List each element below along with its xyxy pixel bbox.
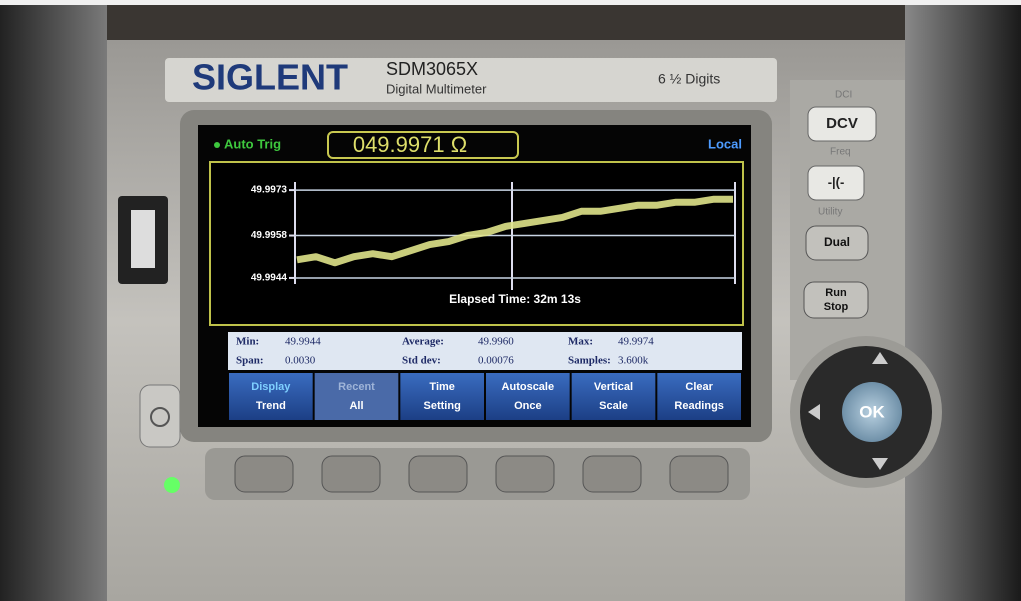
stat-value: 49.9960	[478, 336, 514, 348]
y-tick-label: 49.9944	[251, 273, 288, 284]
softkey-label: Clear	[685, 381, 713, 393]
stat-value: 49.9944	[285, 336, 321, 348]
stat-value: 0.00076	[478, 355, 514, 367]
softkey-label: Trend	[256, 400, 286, 412]
softkey-label: Autoscale	[502, 381, 555, 393]
description: Digital Multimeter	[386, 81, 487, 96]
trig-dot	[214, 142, 220, 148]
hard-key[interactable]	[583, 456, 641, 492]
power-button[interactable]	[140, 385, 180, 447]
trigger: Auto Trig	[224, 136, 281, 151]
softkey-label: Setting	[424, 400, 461, 412]
softkey-label: Time	[429, 381, 454, 393]
softkey-label: Once	[514, 400, 542, 412]
softkey-label: All	[349, 400, 363, 412]
dcv-label: DCV	[826, 115, 858, 132]
softkey-label: Recent	[338, 381, 375, 393]
model: SDM3065X	[386, 59, 478, 79]
utility-label: Utility	[818, 207, 842, 218]
resolution: 6 ½ Digits	[658, 71, 720, 87]
cap-icon: -|(-	[828, 174, 845, 189]
usb-slot	[131, 210, 155, 268]
hard-key[interactable]	[235, 456, 293, 492]
softkey-label: Display	[251, 381, 291, 393]
power-led	[164, 477, 180, 493]
stat-label: Average:	[402, 336, 444, 348]
right-border	[905, 5, 1021, 601]
stat-label: Max:	[568, 336, 593, 348]
freq-label: Freq	[830, 147, 851, 158]
stat-label: Span:	[236, 355, 264, 367]
y-tick-label: 49.9973	[251, 185, 288, 196]
stat-label: Samples:	[568, 355, 611, 367]
ok-label: OK	[859, 402, 885, 421]
y-tick-label: 49.9958	[251, 230, 288, 241]
mode: Local	[708, 136, 742, 151]
stat-value: 49.9974	[618, 336, 654, 348]
hard-key[interactable]	[496, 456, 554, 492]
softkey-label: Scale	[599, 400, 628, 412]
stat-value: 0.0030	[285, 355, 316, 367]
softkey-label: Readings	[674, 400, 724, 412]
photo: SIGLENT SDM3065X Digital Multimeter 6 ½ …	[0, 0, 1021, 601]
left-border	[0, 5, 107, 601]
stat-label: Min:	[236, 336, 259, 348]
stop-label: Stop	[824, 301, 849, 313]
brand: SIGLENT	[192, 57, 348, 98]
hard-key[interactable]	[670, 456, 728, 492]
run-label: Run	[825, 287, 847, 299]
reading: 049.9971 Ω	[353, 132, 467, 157]
dci-label: DCI	[835, 90, 852, 101]
dual-label: Dual	[824, 235, 850, 249]
hard-key[interactable]	[322, 456, 380, 492]
stat-label: Std dev:	[402, 355, 441, 367]
stat-value: 3.600k	[618, 355, 649, 367]
softkey-label: Vertical	[594, 381, 633, 393]
elapsed-time: Elapsed Time: 32m 13s	[449, 292, 581, 306]
hard-key[interactable]	[409, 456, 467, 492]
